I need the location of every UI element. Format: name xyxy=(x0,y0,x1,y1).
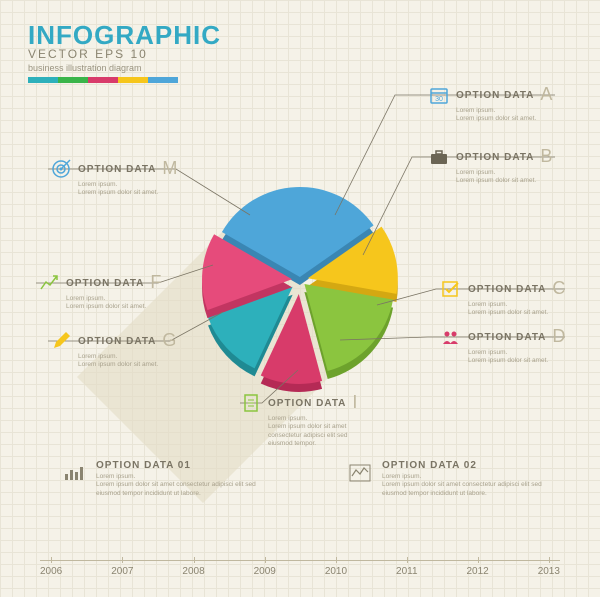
callout-D: OPTION DATA D Lorem ipsum.Lorem ipsum dolo… xyxy=(468,326,565,366)
section-text: Lorem ipsum.Lorem ipsum dolor sit amet c… xyxy=(382,473,562,498)
canvas: INFOGRAPHIC VECTOR EPS 10 business illus… xyxy=(0,0,600,597)
option-label: OPTION DATA xyxy=(268,398,346,409)
option-letter: C xyxy=(552,278,565,298)
option-text: Lorem ipsum.Lorem ipsum dolor sit amet. xyxy=(78,181,173,198)
callout-M: OPTION DATA M Lorem ipsum.Lorem ipsum dolo… xyxy=(78,158,177,198)
year-2006: 2006 xyxy=(40,566,62,577)
option-text: Lorem ipsum.Lorem ipsum dolor sit amet. xyxy=(468,301,563,318)
option-label: OPTION DATA xyxy=(66,278,144,289)
growth-icon xyxy=(38,272,60,294)
year-2013: 2013 xyxy=(538,566,560,577)
check-icon xyxy=(440,278,462,300)
callout-A: OPTION DATA A Lorem ipsum.Lorem ipsum dolo… xyxy=(456,84,552,124)
option-label: OPTION DATA xyxy=(468,332,546,343)
calendar-icon: 30 xyxy=(428,84,450,106)
option-letter: M xyxy=(162,158,177,178)
callout-B: OPTION DATA B Lorem ipsum.Lorem ipsum dolo… xyxy=(456,146,552,186)
target-icon xyxy=(50,158,72,180)
colorbar xyxy=(28,77,178,83)
option-letter: F xyxy=(150,272,161,292)
option-text: Lorem ipsum.Lorem ipsum dolor sit amet. xyxy=(456,169,551,186)
option-text: Lorem ipsum.Lorem ipsum dolor sit amet. xyxy=(66,295,161,312)
option-text: Lorem ipsum.Lorem ipsum dolor sit amet. xyxy=(456,107,551,124)
bottom-01: OPTION DATA 01 Lorem ipsum.Lorem ipsum do… xyxy=(60,460,276,498)
tagline: business illustration diagram xyxy=(28,63,221,73)
option-text: Lorem ipsum.Lorem ipsum dolor sit amet. xyxy=(78,353,173,370)
timeline: 2006 2007 2008 2009 2010 2011 2012 2013 xyxy=(40,566,560,577)
callout-G: OPTION DATA G Lorem ipsum.Lorem ipsum dolo… xyxy=(78,330,176,370)
year-2008: 2008 xyxy=(182,566,204,577)
svg-text:30: 30 xyxy=(435,96,443,103)
year-2010: 2010 xyxy=(325,566,347,577)
year-2007: 2007 xyxy=(111,566,133,577)
year-2011: 2011 xyxy=(396,566,418,577)
option-label: OPTION DATA xyxy=(78,336,156,347)
option-label: OPTION DATA xyxy=(456,152,534,163)
section-label: OPTION DATA 01 xyxy=(96,460,276,471)
option-letter: I xyxy=(352,392,357,412)
option-letter: A xyxy=(540,84,552,104)
year-2012: 2012 xyxy=(466,566,488,577)
callout-I: OPTION DATA I Lorem ipsum.Lorem ipsum dolo… xyxy=(268,392,363,449)
callout-F: OPTION DATA F Lorem ipsum.Lorem ipsum dolo… xyxy=(66,272,161,312)
pencil-icon xyxy=(50,330,72,352)
bars-icon xyxy=(60,460,86,486)
header: INFOGRAPHIC VECTOR EPS 10 business illus… xyxy=(28,20,221,83)
line-icon xyxy=(346,460,372,486)
year-2009: 2009 xyxy=(254,566,276,577)
option-letter: G xyxy=(162,330,176,350)
section-label: OPTION DATA 02 xyxy=(382,460,562,471)
option-label: OPTION DATA xyxy=(78,164,156,175)
section-text: Lorem ipsum.Lorem ipsum dolor sit amet c… xyxy=(96,473,276,498)
option-label: OPTION DATA xyxy=(456,90,534,101)
people-icon xyxy=(440,326,462,348)
option-text: Lorem ipsum.Lorem ipsum dolor sit amet. xyxy=(468,349,563,366)
option-label: OPTION DATA xyxy=(468,284,546,295)
callout-C: OPTION DATA C Lorem ipsum.Lorem ipsum dolo… xyxy=(468,278,565,318)
bottom-02: OPTION DATA 02 Lorem ipsum.Lorem ipsum do… xyxy=(346,460,562,498)
option-letter: B xyxy=(540,146,552,166)
briefcase-icon xyxy=(428,146,450,168)
doc-icon xyxy=(240,392,262,414)
option-letter: D xyxy=(552,326,565,346)
option-text: Lorem ipsum.Lorem ipsum dolor sit amet c… xyxy=(268,415,363,449)
